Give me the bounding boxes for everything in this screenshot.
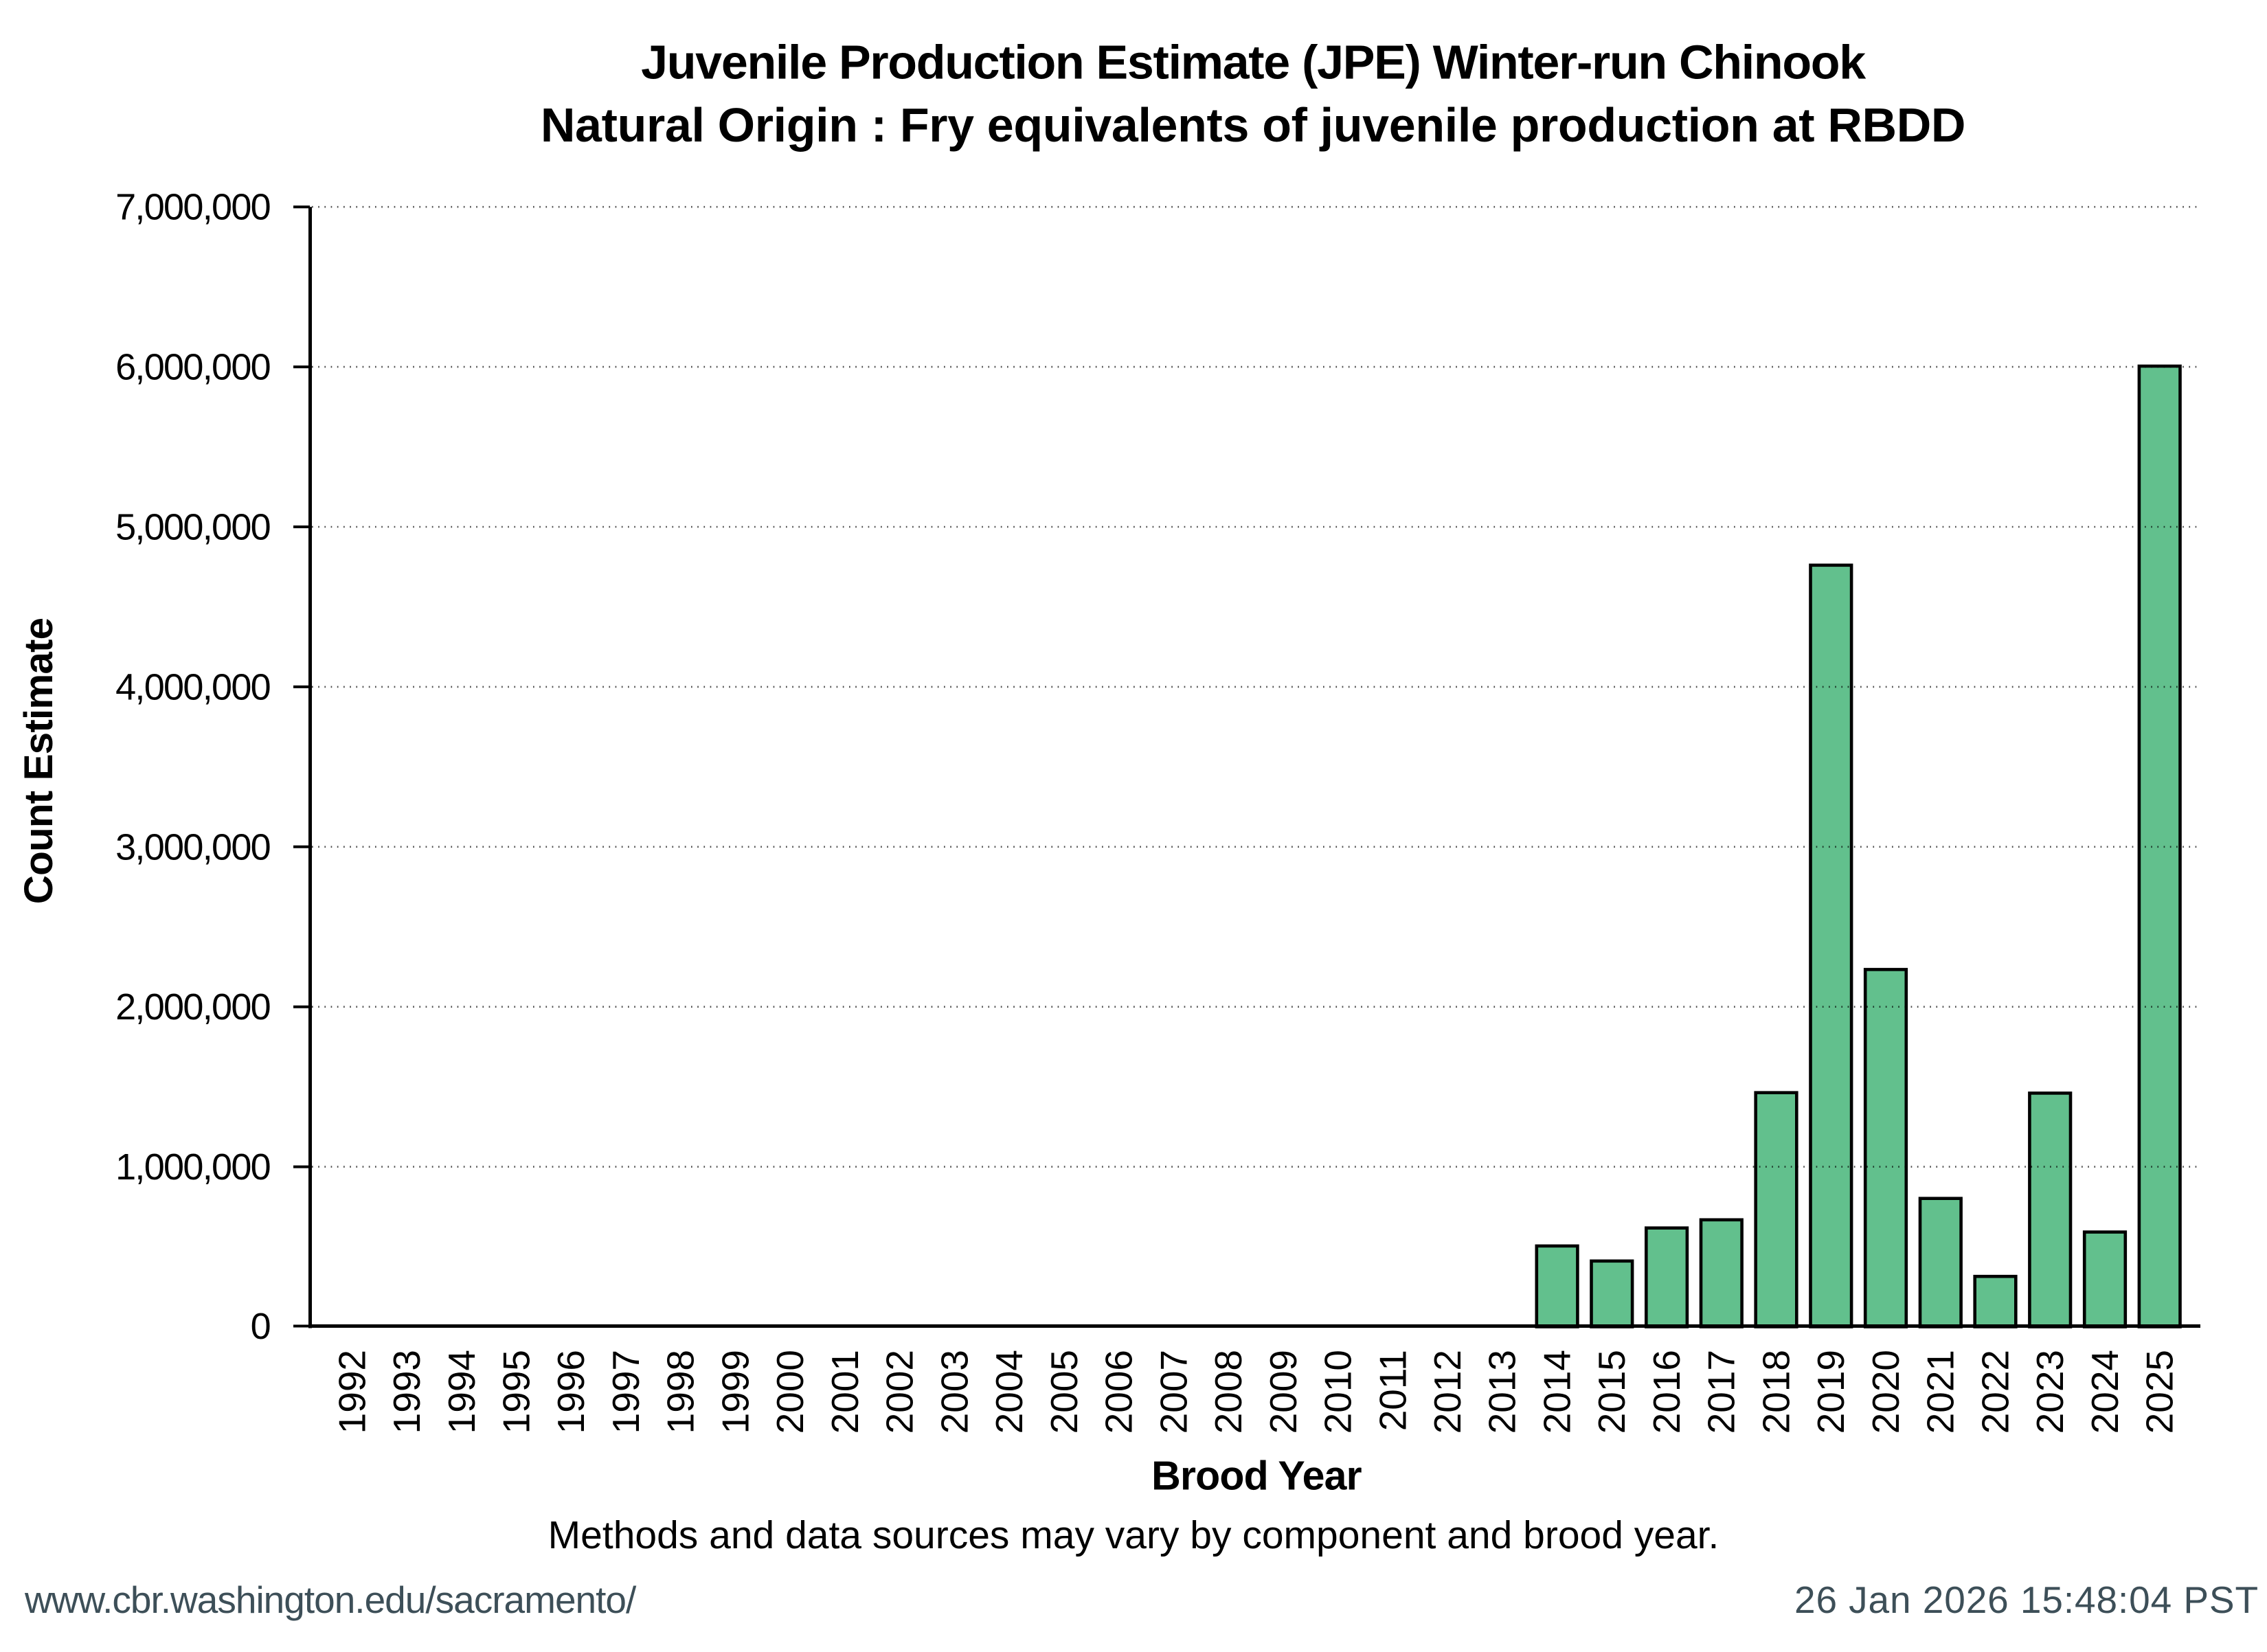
svg-text:2000: 2000 bbox=[769, 1350, 811, 1434]
svg-text:3,000,000: 3,000,000 bbox=[115, 826, 270, 868]
svg-text:2007: 2007 bbox=[1152, 1350, 1195, 1434]
svg-text:2014: 2014 bbox=[1536, 1350, 1579, 1434]
svg-text:2024: 2024 bbox=[2084, 1350, 2126, 1434]
svg-text:2005: 2005 bbox=[1043, 1350, 1085, 1434]
svg-text:Natural Origin : Fry equivalen: Natural Origin : Fry equivalents of juve… bbox=[541, 98, 1965, 152]
svg-text:0: 0 bbox=[251, 1306, 270, 1347]
svg-text:2013: 2013 bbox=[1481, 1350, 1524, 1434]
svg-text:7,000,000: 7,000,000 bbox=[115, 187, 270, 228]
svg-text:2,000,000: 2,000,000 bbox=[115, 986, 270, 1028]
svg-text:2023: 2023 bbox=[2029, 1350, 2071, 1434]
svg-text:2002: 2002 bbox=[879, 1350, 921, 1434]
svg-text:2010: 2010 bbox=[1317, 1350, 1360, 1434]
svg-text:1997: 1997 bbox=[605, 1350, 647, 1434]
svg-text:Methods and data sources may v: Methods and data sources may vary by com… bbox=[548, 1513, 1719, 1557]
svg-text:2025: 2025 bbox=[2139, 1350, 2181, 1434]
svg-text:2022: 2022 bbox=[1974, 1350, 2016, 1434]
svg-text:www.cbr.washington.edu/sacrame: www.cbr.washington.edu/sacramento/ bbox=[24, 1579, 637, 1621]
svg-text:2017: 2017 bbox=[1700, 1350, 1743, 1434]
svg-text:1993: 1993 bbox=[385, 1350, 428, 1434]
svg-text:2021: 2021 bbox=[1919, 1350, 1962, 1434]
svg-text:2015: 2015 bbox=[1590, 1350, 1633, 1434]
svg-text:2016: 2016 bbox=[1645, 1350, 1688, 1434]
svg-text:Brood Year: Brood Year bbox=[1151, 1453, 1362, 1499]
svg-text:2008: 2008 bbox=[1207, 1350, 1250, 1434]
svg-text:26 Jan 2026 15:48:04 PST: 26 Jan 2026 15:48:04 PST bbox=[1794, 1579, 2259, 1621]
svg-text:2003: 2003 bbox=[933, 1350, 975, 1434]
svg-text:1995: 1995 bbox=[495, 1350, 538, 1434]
svg-text:1999: 1999 bbox=[714, 1350, 756, 1434]
svg-text:1996: 1996 bbox=[550, 1350, 592, 1434]
svg-text:2001: 2001 bbox=[824, 1350, 866, 1434]
svg-text:1992: 1992 bbox=[330, 1350, 373, 1434]
svg-text:2018: 2018 bbox=[1755, 1350, 1797, 1434]
svg-text:4,000,000: 4,000,000 bbox=[115, 666, 270, 708]
svg-text:Juvenile Production Estimate (: Juvenile Production Estimate (JPE) Winte… bbox=[641, 36, 1866, 89]
svg-text:2006: 2006 bbox=[1098, 1350, 1140, 1434]
svg-text:2019: 2019 bbox=[1809, 1350, 1852, 1434]
svg-text:2020: 2020 bbox=[1864, 1350, 1907, 1434]
svg-text:2012: 2012 bbox=[1426, 1350, 1469, 1434]
svg-text:1994: 1994 bbox=[440, 1350, 483, 1434]
svg-text:6,000,000: 6,000,000 bbox=[115, 347, 270, 388]
svg-text:2004: 2004 bbox=[988, 1350, 1030, 1434]
svg-text:2011: 2011 bbox=[1371, 1350, 1414, 1431]
svg-text:1,000,000: 1,000,000 bbox=[115, 1146, 270, 1188]
svg-text:2009: 2009 bbox=[1262, 1350, 1305, 1434]
svg-text:1998: 1998 bbox=[659, 1350, 702, 1434]
svg-text:Count Estimate: Count Estimate bbox=[16, 618, 61, 904]
svg-text:5,000,000: 5,000,000 bbox=[115, 507, 270, 548]
